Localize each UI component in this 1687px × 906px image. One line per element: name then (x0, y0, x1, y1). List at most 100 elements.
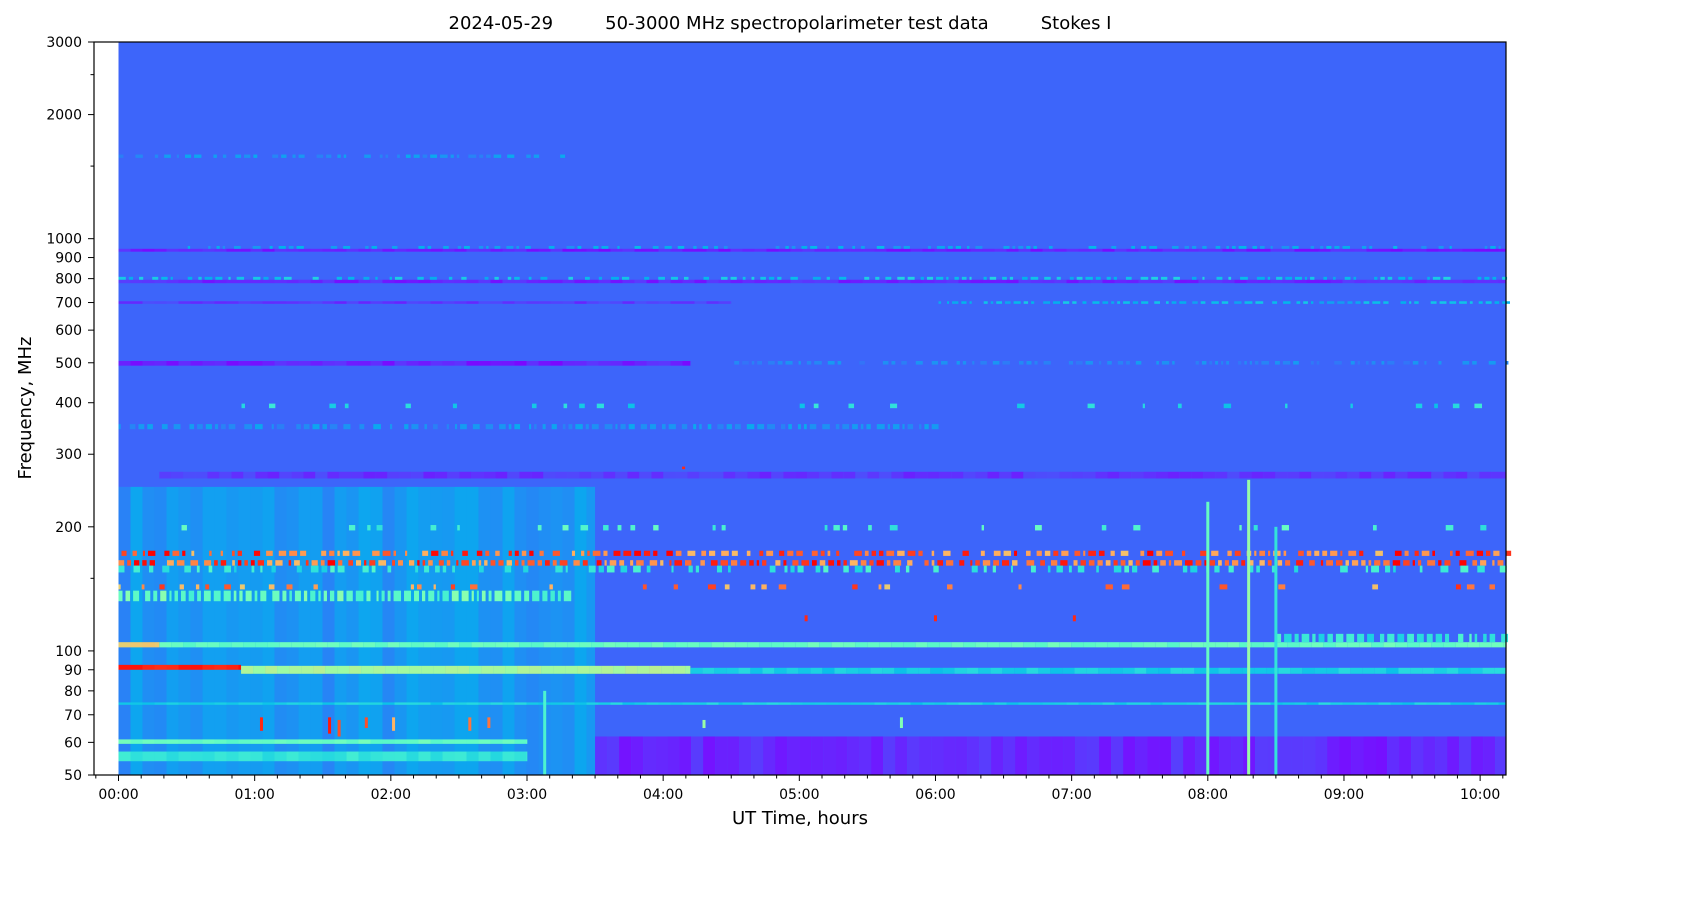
heatmap-band-cell (286, 584, 293, 590)
heatmap-band-cell (1219, 736, 1232, 775)
heatmap-band-cell (1486, 248, 1499, 252)
heatmap-band-cell (1486, 702, 1499, 705)
heatmap-band-cell (1311, 642, 1324, 648)
heatmap-band-cell (723, 245, 728, 249)
heatmap-band-cell (375, 642, 388, 648)
heatmap-band-cell (1503, 642, 1506, 648)
heatmap-band-cell (874, 248, 887, 252)
heatmap-band-cell (1047, 471, 1060, 479)
heatmap-band-cell (406, 702, 419, 705)
heatmap-band-cell (679, 736, 692, 775)
heatmap-band-cell (238, 279, 251, 284)
heatmap-band-cell (1327, 633, 1333, 643)
heatmap-band-cell (633, 565, 641, 573)
heatmap-band-cell (861, 245, 865, 249)
heatmap-band-cell (893, 245, 901, 249)
heatmap-band-cell (886, 248, 899, 252)
heatmap-band-cell (1026, 667, 1039, 674)
heatmap-band-cell (936, 245, 945, 249)
heatmap-band-cell (466, 279, 479, 284)
heatmap-band-cell (706, 301, 719, 304)
heatmap-band-cell (466, 702, 479, 705)
heatmap-band-cell (296, 424, 301, 430)
heatmap-band-cell (643, 550, 651, 556)
heatmap-band-cell (1417, 560, 1422, 566)
heatmap-band-cell (1132, 301, 1139, 304)
heatmap-band-cell (843, 642, 856, 648)
heatmap-band-cell (1072, 301, 1077, 304)
heatmap-band-cell (625, 665, 638, 674)
heatmap-band-cell (969, 276, 972, 280)
heatmap-band-cell (1355, 301, 1361, 304)
heatmap-band-cell (1111, 736, 1124, 775)
heatmap-band-cell (819, 560, 826, 566)
heatmap-band-cell (179, 584, 184, 590)
heatmap-band-cell (735, 642, 748, 648)
heatmap-band-cell (1040, 560, 1045, 566)
heatmap-band-cell (274, 751, 287, 762)
x-tick-label: 03:00 (507, 787, 547, 803)
heatmap-band-cell (461, 276, 467, 280)
heatmap-band-cell (742, 360, 749, 365)
heatmap-band-cell (1198, 279, 1211, 284)
heatmap-band-cell (142, 560, 147, 566)
heatmap-band-cell (1478, 301, 1483, 304)
heatmap-band-cell (610, 301, 623, 304)
heatmap-band-cell (1238, 360, 1242, 365)
heatmap-band-cell (930, 667, 943, 674)
heatmap-band-cell (1314, 550, 1320, 556)
heatmap-band-cell (382, 751, 395, 762)
heatmap-band-cell (479, 154, 484, 158)
heatmap-band-cell (349, 665, 362, 674)
heatmap-band-cell (442, 486, 455, 775)
heatmap-band-cell (190, 560, 199, 566)
heatmap-band-cell (310, 702, 323, 705)
heatmap-band-cell (190, 739, 203, 744)
heatmap-band-cell (1224, 560, 1229, 566)
heatmap-band-cell (734, 360, 740, 365)
heatmap-band-cell (1444, 560, 1451, 566)
heatmap-band-cell (145, 590, 151, 602)
heatmap-band-cell (1238, 245, 1247, 249)
heatmap-band-cell (142, 360, 155, 366)
heatmap-band-cell (1121, 584, 1130, 590)
heatmap-band-cell (352, 550, 361, 556)
heatmap-band-cell (1334, 360, 1342, 365)
heatmap-band-cell (204, 560, 212, 566)
heatmap-band-cell (970, 702, 983, 705)
heatmap-band-cell (783, 642, 796, 648)
heatmap-band-cell (673, 584, 678, 590)
heatmap-band-cell (370, 279, 383, 284)
heatmap-band-cell (346, 279, 359, 284)
heatmap-band-cell (198, 276, 202, 280)
heatmap-band-cell (235, 154, 242, 158)
heatmap-band-cell (1310, 245, 1315, 249)
heatmap-band-cell (681, 424, 688, 430)
heatmap-band-cell (630, 525, 636, 531)
heatmap-band-cell (663, 642, 676, 648)
heatmap-band-cell (1387, 736, 1400, 775)
heatmap-band-cell (1174, 702, 1187, 705)
heatmap-band-cell (178, 248, 191, 252)
heatmap-band-cell (1246, 279, 1259, 284)
heatmap-band-cell (450, 154, 454, 158)
heatmap-band-cell (490, 486, 503, 775)
heatmap-band-cell (1027, 736, 1040, 775)
heatmap-band-cell (938, 301, 942, 304)
heatmap-band-cell (286, 702, 299, 705)
heatmap-band-cell (1407, 633, 1414, 643)
heatmap-band-cell (1030, 279, 1043, 284)
heatmap-band-cell (742, 702, 755, 705)
heatmap-band-cell (1162, 702, 1175, 705)
heatmap-band-cell (1090, 248, 1103, 252)
heatmap-band-cell (1327, 736, 1340, 775)
y-tick-label: 90 (64, 663, 82, 679)
heatmap-band-cell (1186, 279, 1199, 284)
heatmap-band-cell (1227, 471, 1240, 479)
heatmap-band-cell (835, 736, 848, 775)
heatmap-band-cell (852, 424, 858, 430)
heatmap-band-cell (751, 736, 764, 775)
heatmap-band-cell (363, 642, 376, 648)
heatmap-band-cell (670, 702, 683, 705)
heatmap-band-cell (706, 702, 719, 705)
